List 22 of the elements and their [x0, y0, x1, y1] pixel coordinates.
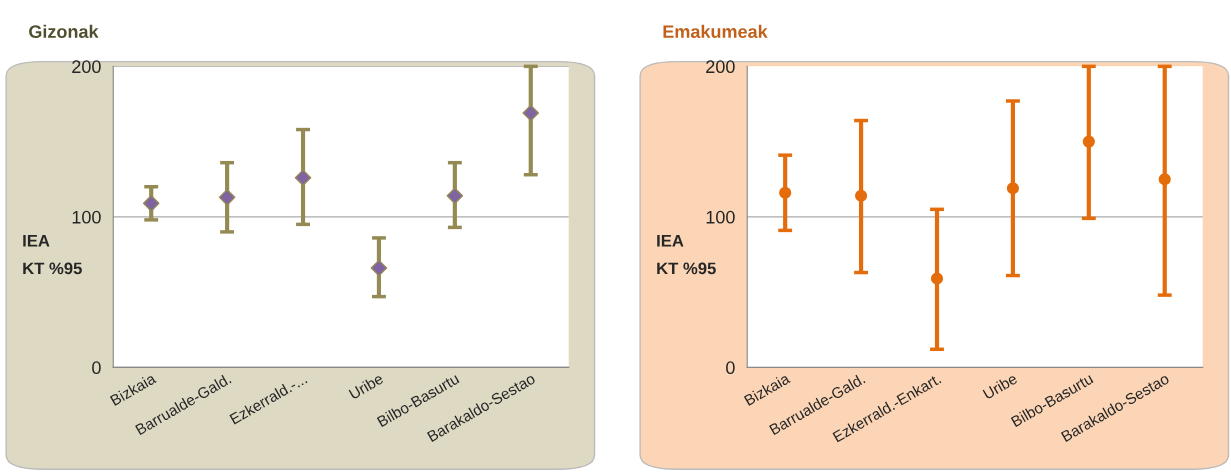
y-tick-label: 0: [726, 361, 735, 375]
y-tick-label: 0: [92, 361, 101, 375]
y-tick-label: 200: [72, 60, 101, 74]
y-tick-label: 200: [706, 60, 735, 74]
chart-title: Emakumeak: [663, 24, 768, 39]
point: [522, 104, 540, 122]
chart-title: Gizonak: [29, 24, 99, 39]
point: [779, 186, 792, 199]
y-axis-title: IEA KT %95: [23, 235, 82, 275]
point: [1158, 173, 1171, 186]
point: [294, 169, 312, 187]
point: [1006, 182, 1019, 195]
point: [370, 259, 388, 277]
point: [218, 188, 236, 206]
point: [1082, 135, 1095, 148]
point: [446, 187, 464, 205]
point: [855, 189, 868, 202]
y-axis-title: IEA KT %95: [657, 235, 716, 275]
point: [930, 272, 944, 285]
point: [142, 195, 160, 212]
y-tick-label: 100: [706, 210, 735, 224]
y-tick-label: 100: [72, 210, 101, 224]
